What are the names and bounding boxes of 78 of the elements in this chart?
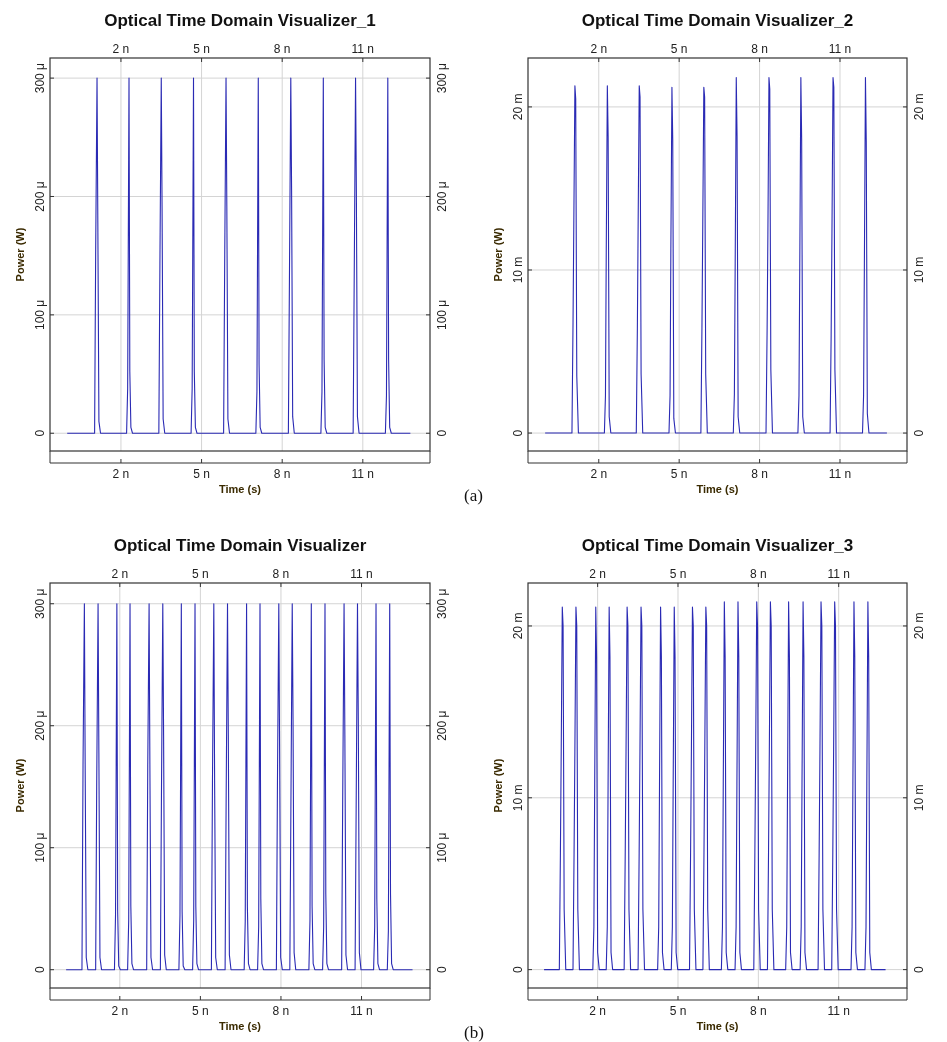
x2-tick-label: 5 n	[670, 467, 688, 481]
y-axis-title: Power (W)	[492, 758, 504, 813]
x-tick-label: 11 n	[828, 42, 852, 56]
x-tick-label: 2 n	[112, 42, 130, 56]
y2-tick-label: 300 μ	[435, 62, 449, 94]
x2-tick-label: 11 n	[351, 467, 375, 481]
chart-title: Optical Time Domain Visualizer_2	[581, 11, 854, 30]
x-tick-label: 5 n	[193, 42, 210, 56]
line-series	[544, 77, 888, 434]
x2-tick-label: 2 n	[589, 1004, 606, 1018]
x-tick-label: 8 n	[751, 42, 768, 56]
text: (b)	[464, 1023, 484, 1042]
y-tick-label: 10 m	[511, 784, 525, 812]
x-tick-label: 8 n	[273, 42, 291, 56]
y2-tick-label: 200 μ	[435, 710, 449, 741]
y-tick-label: 100 μ	[33, 299, 47, 331]
line-series	[543, 601, 887, 971]
x-axis-title: Time (s)	[696, 1020, 739, 1032]
x2-tick-label: 8 n	[751, 467, 768, 481]
chart-title: Optical Time Domain Visualizer	[113, 536, 367, 555]
x2-tick-label: 11 n	[828, 467, 852, 481]
x-tick-label: 8 n	[750, 567, 767, 581]
x2-tick-label: 8 n	[273, 467, 291, 481]
x-axis-title: Time (s)	[696, 483, 739, 495]
y-tick-label: 0	[511, 429, 525, 437]
x-tick-label: 5 n	[192, 567, 209, 581]
x2-tick-label: 2 n	[112, 467, 130, 481]
y-tick-label: 20 m	[511, 93, 525, 121]
x-tick-label: 11 n	[351, 42, 375, 56]
x2-tick-label: 2 n	[111, 1004, 129, 1018]
x2-tick-label: 5 n	[669, 1004, 687, 1018]
y2-tick-label: 100 μ	[435, 832, 449, 863]
x2-tick-label: 11 n	[350, 1004, 373, 1018]
x-tick-label: 11 n	[827, 567, 850, 581]
y2-tick-label: 100 μ	[435, 299, 449, 331]
x-tick-label: 2 n	[111, 567, 129, 581]
x-tick-label: 5 n	[669, 567, 687, 581]
y-tick-label: 300 μ	[33, 588, 47, 619]
y-axis-title: Power (W)	[492, 227, 504, 282]
x2-tick-label: 8 n	[272, 1004, 290, 1018]
y2-tick-label: 200 μ	[435, 181, 449, 212]
y2-tick-label: 0	[435, 966, 449, 974]
y2-tick-label: 20 m	[912, 93, 926, 121]
x-tick-label: 5 n	[670, 42, 688, 56]
chart-title: Optical Time Domain Visualizer_1	[104, 11, 376, 30]
x-axis-title: Time (s)	[219, 1020, 262, 1032]
x-tick-label: 2 n	[589, 567, 606, 581]
y-tick-label: 10 m	[511, 256, 525, 284]
x2-tick-label: 8 n	[750, 1004, 767, 1018]
y-tick-label: 20 m	[511, 612, 525, 640]
y-tick-label: 200 μ	[33, 710, 47, 741]
line-series	[66, 77, 411, 434]
y2-tick-label: 10 m	[912, 784, 926, 812]
x-axis-title: Time (s)	[219, 483, 262, 495]
text: (a)	[464, 486, 483, 505]
y-tick-label: 0	[33, 966, 47, 974]
y-axis-title: Power (W)	[14, 227, 26, 282]
y2-tick-label: 0	[912, 965, 926, 973]
x-tick-label: 11 n	[350, 567, 373, 581]
y2-tick-label: 0	[912, 429, 926, 437]
chart-title: Optical Time Domain Visualizer_3	[581, 536, 854, 555]
x2-tick-label: 2 n	[590, 467, 608, 481]
y-tick-label: 0	[511, 965, 525, 973]
x-tick-label: 8 n	[272, 567, 290, 581]
x2-tick-label: 5 n	[192, 1004, 209, 1018]
y2-tick-label: 0	[435, 429, 449, 437]
y-tick-label: 300 μ	[33, 62, 47, 94]
x-tick-label: 2 n	[590, 42, 608, 56]
y2-tick-label: 20 m	[912, 612, 926, 640]
y-tick-label: 100 μ	[33, 832, 47, 863]
y2-tick-label: 300 μ	[435, 588, 449, 619]
y-axis-title: Power (W)	[14, 758, 26, 813]
y-tick-label: 200 μ	[33, 181, 47, 212]
y-tick-label: 0	[33, 429, 47, 437]
x2-tick-label: 11 n	[827, 1004, 850, 1018]
y2-tick-label: 10 m	[912, 256, 926, 284]
line-series	[65, 603, 414, 971]
x2-tick-label: 5 n	[193, 467, 210, 481]
